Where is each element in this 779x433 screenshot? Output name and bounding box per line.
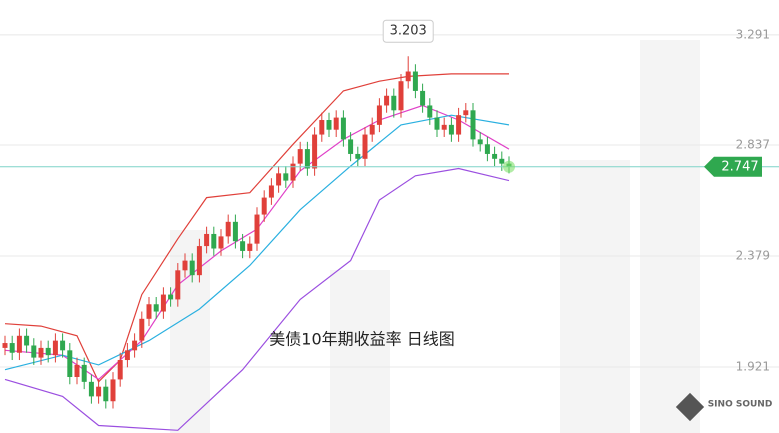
candle-body — [420, 90, 426, 106]
candle-body — [448, 124, 454, 135]
max-label: 3.203 — [390, 24, 427, 39]
candle-body — [319, 120, 325, 135]
candle-body — [189, 260, 195, 276]
last-price-badge — [704, 156, 762, 177]
candle-body — [268, 185, 274, 198]
candle-body — [160, 294, 166, 312]
candle-body — [412, 71, 418, 91]
candle-body — [218, 236, 224, 249]
candle-body — [196, 246, 202, 276]
candle-body — [204, 233, 210, 247]
candle-body — [312, 134, 318, 169]
candle-body — [434, 117, 440, 130]
candle-body — [2, 343, 8, 348]
candle-body — [45, 347, 51, 356]
candle-body — [304, 149, 310, 169]
candle-body — [117, 360, 123, 380]
candle-body — [247, 243, 253, 251]
candle-body — [88, 381, 94, 397]
y-tick-label: 1.921 — [736, 360, 770, 374]
overlay-line — [4, 73, 509, 383]
candle-body — [146, 304, 152, 319]
candle-body — [348, 139, 354, 154]
candle-body — [441, 124, 447, 130]
candle-body — [470, 110, 476, 140]
candle-body — [38, 347, 44, 358]
candle-body — [463, 110, 469, 116]
candle-body — [297, 149, 303, 164]
watermark: SINO SOUND — [708, 400, 773, 410]
candle-body — [153, 304, 159, 312]
last-price-label: 2.747 — [721, 159, 758, 174]
candle-body — [369, 124, 375, 135]
candle-body — [225, 221, 231, 237]
candle-body — [60, 340, 66, 351]
candle-body — [103, 386, 109, 402]
candle-body — [362, 134, 368, 159]
candle-body — [24, 335, 30, 346]
candle-body — [81, 364, 87, 382]
candle-body — [67, 350, 73, 377]
logo: SINO SOUND — [675, 392, 773, 422]
overlay-line — [4, 114, 510, 371]
candles — [2, 56, 512, 409]
candle-body — [398, 81, 404, 111]
candle-body — [276, 173, 282, 186]
max-badge — [382, 19, 434, 43]
candle-body — [384, 95, 390, 106]
last-price-dot — [503, 160, 515, 173]
candle-body — [290, 163, 296, 181]
candle-body — [492, 153, 498, 159]
overlay-line — [4, 167, 510, 431]
candle-body — [333, 117, 339, 130]
candle-body — [254, 214, 260, 244]
candle-body — [405, 71, 411, 82]
candle-body — [124, 350, 130, 361]
candle-body — [391, 95, 397, 111]
candle-body — [182, 260, 188, 271]
candle-body — [31, 345, 37, 358]
candle-body — [376, 105, 382, 125]
candle-body — [427, 105, 433, 118]
candle-body — [340, 117, 346, 140]
candle-body — [9, 343, 15, 353]
overlays — [4, 73, 510, 431]
candle-body — [168, 294, 174, 300]
candle-body — [326, 120, 332, 130]
candle-body — [211, 233, 217, 249]
y-tick-label: 2.379 — [736, 249, 770, 263]
candle-body — [110, 379, 116, 402]
candle-body — [96, 386, 102, 397]
chart-title: 美债10年期收益率 日线图 — [269, 330, 454, 349]
y-tick-label: 2.837 — [736, 137, 770, 151]
y-tick-label: 3.291 — [736, 27, 770, 41]
candle-body — [52, 340, 58, 356]
candle-body — [240, 241, 246, 251]
candle-body — [232, 221, 238, 242]
candle-body — [484, 144, 490, 154]
candle-body — [456, 115, 462, 135]
candle-body — [139, 318, 145, 341]
candle-body — [261, 197, 267, 215]
candle-body — [283, 173, 289, 181]
candle-body — [16, 335, 22, 353]
candle-body — [355, 153, 361, 159]
candle-body — [175, 270, 181, 300]
candle-body — [132, 340, 138, 351]
candle-body — [499, 158, 505, 164]
candle-body — [477, 139, 483, 145]
candle-body — [74, 364, 80, 377]
